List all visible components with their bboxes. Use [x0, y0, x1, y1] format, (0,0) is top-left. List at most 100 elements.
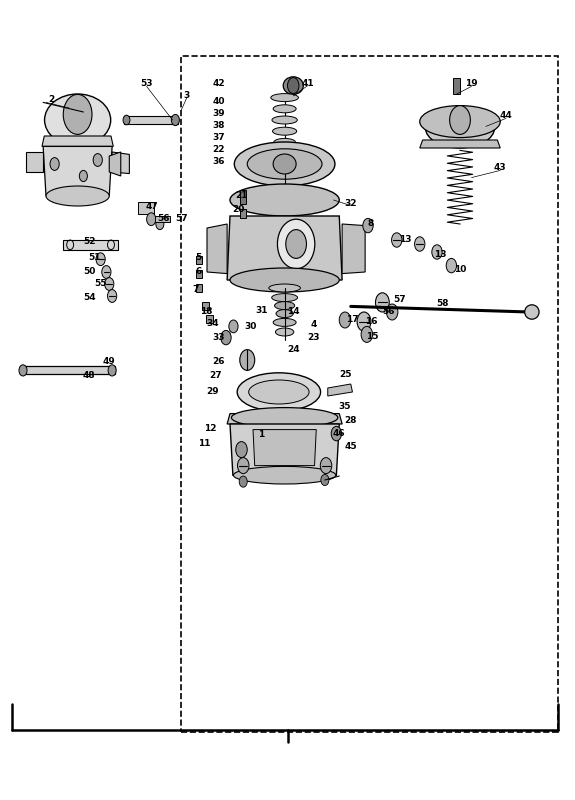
Text: 17: 17	[346, 315, 359, 325]
Circle shape	[331, 426, 342, 441]
Ellipse shape	[420, 106, 500, 138]
Text: 38: 38	[212, 121, 225, 130]
Circle shape	[339, 312, 351, 328]
Polygon shape	[42, 136, 113, 146]
Polygon shape	[20, 366, 115, 374]
Ellipse shape	[283, 77, 304, 94]
Polygon shape	[63, 240, 118, 250]
Text: 37: 37	[212, 133, 225, 142]
Text: 47: 47	[146, 202, 159, 211]
Text: 1: 1	[259, 430, 264, 439]
Ellipse shape	[237, 373, 321, 411]
Ellipse shape	[275, 328, 294, 336]
Ellipse shape	[273, 127, 297, 135]
Circle shape	[19, 365, 27, 376]
Text: 33: 33	[212, 333, 225, 342]
Ellipse shape	[276, 310, 293, 318]
Circle shape	[392, 233, 402, 247]
Circle shape	[96, 253, 105, 266]
Text: 58: 58	[436, 299, 449, 309]
Polygon shape	[138, 202, 154, 214]
Polygon shape	[342, 224, 365, 274]
Bar	[453, 78, 460, 94]
Polygon shape	[155, 216, 170, 222]
Text: 19: 19	[465, 79, 478, 89]
Text: 52: 52	[83, 237, 95, 246]
Text: 45: 45	[344, 442, 357, 451]
Circle shape	[236, 442, 247, 458]
Circle shape	[50, 158, 59, 170]
Text: 12: 12	[204, 424, 216, 434]
Bar	[202, 302, 209, 310]
Text: 16: 16	[365, 317, 377, 326]
Text: 6: 6	[196, 267, 201, 277]
Text: 20: 20	[232, 205, 245, 214]
Ellipse shape	[270, 150, 299, 158]
Circle shape	[375, 293, 389, 312]
Polygon shape	[328, 384, 352, 396]
Polygon shape	[109, 152, 121, 176]
Circle shape	[229, 320, 238, 333]
Ellipse shape	[230, 268, 339, 292]
Circle shape	[105, 278, 114, 290]
Circle shape	[386, 304, 398, 320]
Text: 56: 56	[382, 307, 394, 317]
Text: 49: 49	[103, 357, 116, 366]
Text: 10: 10	[454, 265, 466, 274]
Circle shape	[357, 312, 371, 331]
Polygon shape	[207, 224, 227, 274]
Bar	[196, 270, 202, 278]
Text: 15: 15	[366, 331, 379, 341]
Polygon shape	[112, 152, 129, 174]
Bar	[196, 256, 202, 264]
Circle shape	[108, 290, 117, 302]
Text: 21: 21	[235, 191, 248, 201]
Text: 26: 26	[212, 357, 225, 366]
Text: 54: 54	[83, 293, 95, 302]
Text: 39: 39	[212, 109, 225, 118]
Text: 55: 55	[94, 279, 107, 289]
Circle shape	[108, 365, 116, 376]
Ellipse shape	[278, 219, 315, 269]
Text: 44: 44	[500, 111, 512, 121]
Ellipse shape	[273, 154, 296, 174]
Circle shape	[147, 213, 156, 226]
Ellipse shape	[273, 318, 296, 326]
Polygon shape	[227, 216, 342, 280]
Ellipse shape	[269, 284, 300, 292]
Text: 24: 24	[287, 345, 300, 354]
Text: 18: 18	[200, 307, 212, 317]
Text: 14: 14	[287, 307, 300, 317]
Text: 48: 48	[83, 371, 95, 381]
Circle shape	[237, 458, 249, 474]
Ellipse shape	[275, 302, 295, 310]
Text: 51: 51	[89, 253, 101, 262]
Circle shape	[415, 237, 425, 251]
Ellipse shape	[233, 466, 336, 484]
Circle shape	[450, 106, 470, 134]
Circle shape	[240, 350, 255, 370]
Polygon shape	[420, 140, 500, 148]
Ellipse shape	[231, 407, 338, 427]
Polygon shape	[26, 152, 43, 172]
Text: 5: 5	[196, 253, 201, 262]
Circle shape	[321, 474, 329, 486]
Circle shape	[79, 170, 87, 182]
Text: 57: 57	[393, 294, 406, 304]
Text: 46: 46	[333, 429, 346, 438]
Circle shape	[156, 218, 164, 230]
Text: 35: 35	[339, 402, 351, 411]
Ellipse shape	[271, 94, 298, 102]
Polygon shape	[227, 414, 342, 424]
Circle shape	[286, 230, 306, 258]
Ellipse shape	[46, 186, 109, 206]
Circle shape	[363, 218, 373, 233]
Text: 31: 31	[255, 306, 268, 315]
Polygon shape	[43, 146, 112, 196]
Bar	[206, 315, 213, 323]
Text: 30: 30	[244, 322, 256, 331]
Circle shape	[320, 458, 332, 474]
Text: 11: 11	[198, 439, 210, 449]
Ellipse shape	[247, 149, 322, 179]
Text: 43: 43	[494, 163, 507, 173]
